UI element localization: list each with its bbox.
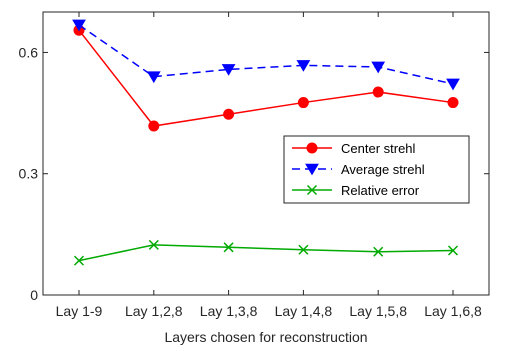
- y-tick-label: 0.6: [19, 44, 39, 60]
- series-relative-error: [73, 239, 459, 266]
- data-point: [72, 19, 86, 32]
- data-point: [148, 239, 159, 250]
- x-tick-label: Lay 1-9: [56, 303, 103, 319]
- x-tick-label: Lay 1,3,8: [200, 303, 258, 319]
- y-axis-ticks: 0 0.3 0.6: [19, 44, 489, 303]
- series-line: [78, 29, 454, 127]
- data-point: [221, 64, 236, 76]
- x-axis-ticks: Lay 1-9 Lay 1,2,8 Lay 1,3,8 Lay 1,4,8 Lay 1,…: [56, 12, 482, 319]
- x-tick-label: Lay 1,4,8: [275, 303, 333, 319]
- series-layer: [72, 19, 460, 266]
- y-tick-label: 0: [30, 287, 38, 303]
- data-point: [73, 255, 85, 266]
- plot-axes: [42, 11, 490, 296]
- data-point-stroke: [373, 246, 384, 257]
- legend-item: Average strehl: [292, 162, 425, 177]
- data-point: [296, 60, 311, 72]
- data-point-stroke: [148, 239, 159, 250]
- legend-label: Relative error: [341, 183, 420, 198]
- x-tick-label: Lay 1,5,8: [349, 303, 407, 319]
- data-point: [447, 245, 459, 256]
- data-point: [223, 108, 235, 120]
- data-point-stroke: [73, 255, 85, 266]
- legend-item: Center strehl: [292, 141, 416, 156]
- data-point-stroke: [447, 245, 459, 256]
- legend: Center strehl Average strehl Relative erro…: [283, 135, 470, 204]
- plot-frame: [42, 11, 490, 296]
- data-point: [447, 97, 459, 109]
- x-tick-label: Lay 1,2,8: [125, 303, 183, 319]
- data-point: [148, 120, 160, 132]
- data-point: [146, 71, 161, 84]
- data-point-stroke: [223, 242, 234, 253]
- data-point: [223, 242, 234, 253]
- series-line: [78, 244, 454, 262]
- data-point: [373, 246, 384, 257]
- series-average-strehl: [72, 19, 460, 91]
- data-point: [306, 142, 318, 154]
- series-line: [78, 24, 454, 85]
- data-point: [371, 61, 386, 74]
- data-point-stroke: [298, 244, 309, 255]
- x-tick-label: Lay 1,6,8: [424, 303, 482, 319]
- data-point: [372, 86, 384, 98]
- legend-item: Relative error: [292, 183, 420, 198]
- legend-label: Average strehl: [341, 162, 425, 177]
- y-tick-label: 0.3: [19, 166, 39, 182]
- legend-label: Center strehl: [341, 141, 416, 156]
- data-point-stroke: [306, 184, 318, 196]
- data-point: [297, 97, 309, 109]
- x-axis-label: Layers chosen for reconstruction: [164, 329, 367, 345]
- series-center-strehl: [73, 24, 459, 132]
- data-point: [305, 163, 319, 176]
- data-point: [446, 78, 460, 91]
- data-point: [298, 244, 309, 255]
- data-point: [306, 184, 318, 196]
